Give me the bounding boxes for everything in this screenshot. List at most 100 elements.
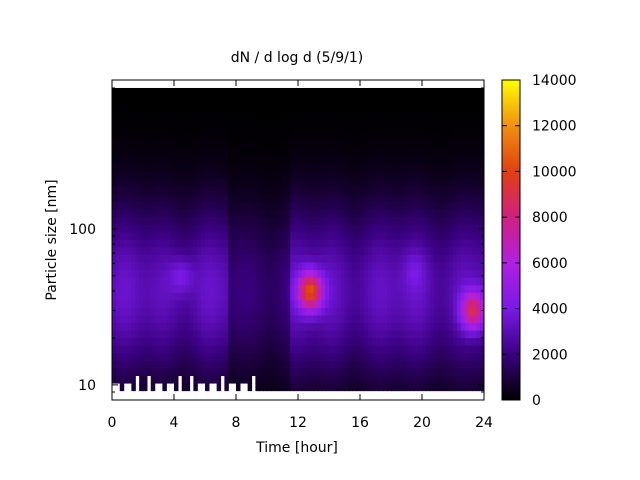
heatmap-cell	[224, 171, 229, 180]
heatmap-cell	[201, 299, 206, 308]
heatmap-cell	[181, 367, 187, 376]
heatmap-cell	[375, 216, 380, 225]
heatmap-cell	[162, 118, 167, 127]
heatmap-cell	[480, 367, 484, 376]
heatmap-cell	[464, 103, 470, 112]
heatmap-cell	[143, 284, 148, 293]
heatmap-cell	[189, 322, 194, 331]
heatmap-cell	[402, 193, 408, 203]
heatmap-cell	[201, 277, 206, 286]
heatmap-cell	[441, 284, 446, 293]
heatmap-cell	[205, 330, 210, 339]
heatmap-cell	[449, 231, 454, 240]
heatmap-cell	[115, 352, 121, 361]
heatmap-cell	[267, 95, 272, 104]
heatmap-cell	[236, 133, 241, 142]
heatmap-cell	[309, 103, 315, 112]
heatmap-cell	[224, 125, 229, 134]
heatmap-cell	[193, 140, 198, 150]
heatmap-cell	[321, 133, 326, 142]
heatmap-cell	[402, 224, 408, 233]
heatmap-cell	[274, 209, 280, 218]
heatmap-cell	[336, 375, 342, 384]
heatmap-cell	[177, 148, 183, 157]
heatmap-cell	[363, 231, 369, 240]
heatmap-cell	[298, 133, 303, 142]
heatmap-cell	[317, 224, 322, 233]
heatmap-cell	[162, 178, 167, 187]
heatmap-cell	[154, 299, 160, 308]
heatmap-cell	[224, 103, 229, 112]
heatmap-cell	[321, 239, 326, 248]
heatmap-cell	[329, 246, 334, 255]
heatmap-cell	[224, 299, 229, 308]
heatmap-cell	[247, 246, 253, 255]
heatmap-cell	[158, 224, 163, 233]
heatmap-cell	[367, 261, 373, 271]
heatmap-cell	[123, 345, 129, 354]
heatmap-cell	[205, 201, 210, 210]
heatmap-cell	[177, 186, 183, 195]
heatmap-cell	[468, 367, 473, 376]
heatmap-cell	[197, 216, 202, 225]
heatmap-cell	[402, 186, 408, 195]
heatmap-cell	[414, 337, 419, 346]
heatmap-cell	[274, 352, 280, 361]
heatmap-cell	[166, 95, 171, 104]
heatmap-cell	[398, 367, 404, 376]
heatmap-cell	[476, 201, 481, 210]
heatmap-cell	[205, 193, 210, 203]
heatmap-cell	[383, 133, 388, 142]
heatmap-cell	[259, 277, 264, 286]
heatmap-cell	[309, 87, 315, 97]
heatmap-cell	[170, 125, 175, 134]
heatmap-cell	[371, 231, 377, 240]
heatmap-cell	[177, 224, 183, 233]
heatmap-cell	[177, 125, 183, 134]
heatmap-cell	[263, 110, 268, 119]
heatmap-cell	[305, 133, 311, 142]
heatmap-cell	[220, 140, 225, 150]
heatmap-cell	[247, 352, 253, 361]
heatmap-cell	[441, 95, 446, 104]
heatmap-cell	[468, 292, 473, 301]
heatmap-cell	[309, 322, 315, 331]
heatmap-cell	[154, 148, 160, 157]
heatmap-cell	[278, 193, 284, 203]
heatmap-cell	[472, 375, 477, 384]
heatmap-cell	[135, 186, 140, 195]
heatmap-cell	[174, 254, 179, 263]
heatmap-cell	[387, 103, 392, 112]
heatmap-cell	[224, 118, 229, 127]
heatmap-cell	[267, 269, 272, 278]
heatmap-cell	[422, 314, 427, 324]
heatmap-cell	[115, 95, 121, 104]
heatmap-cell	[367, 156, 373, 165]
heatmap-cell	[460, 246, 466, 255]
heatmap-cell	[433, 375, 439, 384]
heatmap-cell	[193, 269, 198, 278]
heatmap-cell	[143, 193, 148, 203]
heatmap-cell	[112, 330, 117, 339]
heatmap-cell	[154, 254, 160, 263]
heatmap-cell	[394, 277, 400, 286]
heatmap-cell	[344, 87, 349, 97]
heatmap-cell	[329, 178, 334, 187]
heatmap-cell	[263, 375, 268, 384]
heatmap-cell	[309, 231, 315, 240]
heatmap-cell	[379, 163, 384, 172]
heatmap-cell	[453, 163, 458, 172]
heatmap-cell	[449, 375, 454, 384]
heatmap-cell	[449, 254, 454, 263]
heatmap-cell	[301, 330, 307, 339]
heatmap-cell	[460, 209, 466, 218]
heatmap-cell	[453, 239, 458, 248]
heatmap-cell	[298, 209, 303, 218]
heatmap-cell	[356, 163, 361, 172]
heatmap-cell	[379, 193, 384, 203]
heatmap-cell	[453, 269, 458, 278]
heatmap-cell	[456, 299, 462, 308]
heatmap-cell	[460, 148, 466, 157]
heatmap-cell	[143, 118, 148, 127]
heatmap-cell	[177, 216, 183, 225]
